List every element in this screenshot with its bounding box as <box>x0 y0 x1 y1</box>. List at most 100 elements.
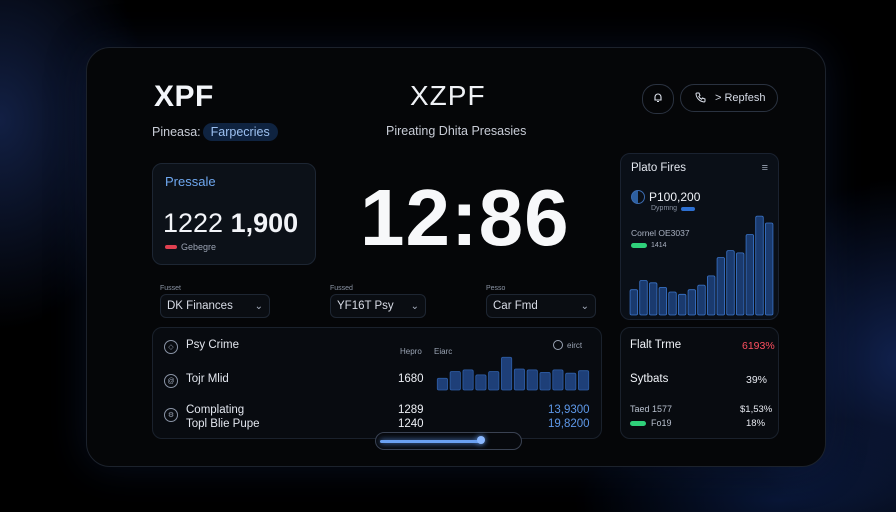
chart-bar <box>639 280 648 316</box>
gear-icon: ⚙ <box>164 408 178 422</box>
notification-button[interactable] <box>642 84 674 114</box>
chart-card-title: Plato Fires <box>631 162 686 174</box>
stat-value: 39% <box>746 374 768 386</box>
chart-card: Plato Fires ≡ P100,200 Dypmng Cornel OE3… <box>620 153 779 320</box>
chart-bar <box>668 291 677 316</box>
chart-bar <box>687 289 697 316</box>
circle-icon <box>553 340 563 350</box>
dropdown-value: DK Finances <box>167 300 233 312</box>
chart-value-row: P100,200 <box>631 190 700 204</box>
dropdown-psy[interactable]: Fussed YF16T Psy ⌄ <box>330 285 426 318</box>
stat-label-row: Fo19 <box>630 418 672 428</box>
chart-bar <box>658 287 668 316</box>
dropdown-label: Pesso <box>486 285 506 292</box>
category-tag[interactable]: Farpecries <box>202 123 278 141</box>
stat-value: 18% <box>746 418 766 429</box>
chart-bar <box>697 284 706 316</box>
mini-chart-bar <box>539 371 551 391</box>
mini-chart-bar <box>436 377 448 391</box>
chart-bar <box>629 289 639 316</box>
chart-bar <box>726 250 735 316</box>
mini-chart-bar <box>501 356 513 391</box>
table-row-label: Tojr Mlid <box>186 373 229 385</box>
chart-bar <box>648 282 658 316</box>
mini-chart-bar <box>565 372 577 391</box>
pressale-value-b: 1,900 <box>230 208 299 238</box>
dropdown-select[interactable]: DK Finances ⌄ <box>160 294 270 318</box>
pressale-value-a: 1222 <box>163 208 224 238</box>
column-header-a: Hepro <box>400 347 422 356</box>
dropdown-select[interactable]: Car Fmd ⌄ <box>486 294 596 318</box>
app-logo: XPF <box>154 80 214 113</box>
chart-bar <box>745 234 755 316</box>
progress-knob[interactable] <box>477 436 486 444</box>
mini-bar-chart <box>436 356 590 391</box>
subtitle-center: Pireating Dhita Presasies <box>386 124 527 138</box>
column-header-c: eirct <box>567 340 583 350</box>
column-header-b: Eiarc <box>434 347 453 356</box>
chart-card-line2: Cornel OE3037 <box>631 228 690 238</box>
table-row-num: 1240 <box>398 418 424 430</box>
progress-fill <box>380 440 482 443</box>
pressale-caption: Gebegre <box>181 242 217 252</box>
mini-chart-bar <box>449 371 461 391</box>
refresh-button[interactable]: > Repfesh <box>680 84 778 112</box>
clock-display: 12:86 <box>360 173 570 262</box>
mini-chart-bar <box>475 374 487 391</box>
stat-value: $1,53% <box>740 404 773 415</box>
tag-icon: ◇ <box>164 340 178 354</box>
chart-bar <box>735 252 745 316</box>
pressale-title: Pressale <box>165 174 216 189</box>
dropdown-label: Fussed <box>330 285 353 292</box>
progress-slider[interactable] <box>375 432 522 450</box>
dropdown-car[interactable]: Pesso Car Fmd ⌄ <box>486 285 596 318</box>
mini-chart-bar <box>578 370 590 391</box>
table-row-num: 1289 <box>398 404 424 416</box>
table-row-blue: 13,9300 <box>548 404 590 416</box>
half-circle-icon <box>631 190 645 204</box>
menu-icon[interactable]: ≡ <box>761 162 768 174</box>
subtitle-left: Pineasa: Farpecries <box>152 123 278 141</box>
chart-card-value: P100,200 <box>649 190 701 204</box>
dropdown-value: YF16T Psy <box>337 300 394 312</box>
table-row-label: Complating <box>186 404 245 416</box>
page-title: XZPF <box>410 80 486 111</box>
dropdown-select[interactable]: YF16T Psy ⌄ <box>330 294 426 318</box>
chevron-down-icon: ⌄ <box>410 300 419 312</box>
chart-bar <box>706 275 716 316</box>
at-icon: @ <box>164 374 178 388</box>
red-indicator-icon <box>165 245 177 249</box>
chevron-down-icon: ⌄ <box>580 300 589 312</box>
refresh-button-label: > Repfesh <box>715 92 766 104</box>
chart-value-sub-text: Dypmng <box>651 205 678 212</box>
mini-chart-bar <box>513 368 525 391</box>
table-row-blue: 19,8200 <box>548 418 590 430</box>
green-chip-icon <box>631 243 647 248</box>
chart-card-line3-row: 1414 <box>631 242 667 249</box>
blue-chip-icon <box>681 206 696 211</box>
chart-value-sub: Dypmng <box>651 205 696 212</box>
dropdown-label: Fusset <box>160 285 182 292</box>
subtitle-label: Pineasa: <box>152 125 201 139</box>
dropdown-value: Car Fmd <box>493 300 538 312</box>
dropdown-finances[interactable]: Fusset DK Finances ⌄ <box>160 285 270 318</box>
pressale-card: Pressale 1222 1,900 Gebegre <box>152 163 316 265</box>
green-chip-icon <box>630 420 646 426</box>
mini-chart-bar <box>552 369 564 391</box>
stat-label: Fo19 <box>651 418 672 428</box>
chart-card-line3: 1414 <box>651 242 667 249</box>
stat-label: Flalt Trme <box>630 339 682 351</box>
bar-chart <box>629 215 774 316</box>
stats-card <box>620 327 779 439</box>
pressale-caption-row: Gebegre <box>165 242 216 252</box>
phone-icon <box>695 91 707 106</box>
bell-icon <box>652 92 664 107</box>
table-row-label: Psy Crime <box>186 339 240 351</box>
chart-bar <box>677 293 687 316</box>
stat-label: Taed 1577 <box>630 404 673 414</box>
chart-bar <box>716 257 726 316</box>
table-row-num: 1680 <box>398 373 424 385</box>
table-row-label: Topl Blie Pupe <box>186 418 260 430</box>
stat-label: Sytbats <box>630 373 669 385</box>
mini-chart-bar <box>488 371 500 391</box>
